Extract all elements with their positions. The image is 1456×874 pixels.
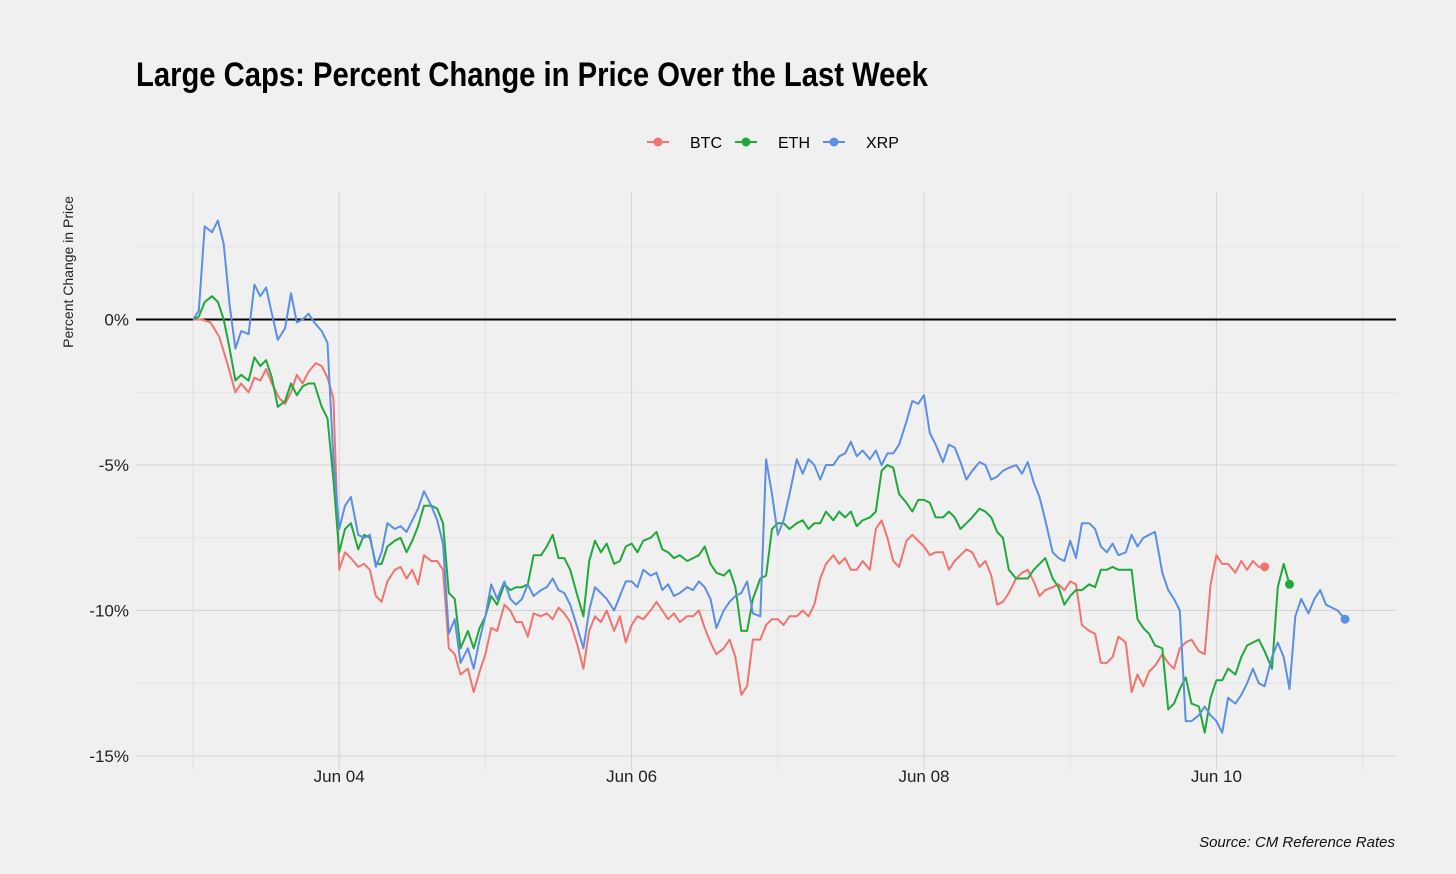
series-end-point-xrp: [1340, 614, 1350, 624]
legend-key-point-btc: [653, 137, 663, 147]
y-tick-label: -15%: [89, 747, 129, 766]
y-tick-label: 0%: [104, 311, 129, 330]
legend-label-eth: ETH: [778, 135, 810, 152]
x-tick-label: Jun 06: [606, 767, 657, 786]
x-axis-tick-labels: Jun 04 Jun 06 Jun 08 Jun 10: [314, 767, 1242, 786]
legend-key-point-eth: [741, 137, 751, 147]
series-lines: [192, 219, 1350, 734]
chart-title: Large Caps: Percent Change in Price Over…: [136, 55, 928, 94]
series-line-xrp: [192, 219, 1346, 734]
y-tick-label: -5%: [99, 456, 129, 475]
x-tick-label: Jun 04: [314, 767, 365, 786]
legend-key-point-xrp: [829, 137, 839, 147]
x-tick-label: Jun 08: [898, 767, 949, 786]
y-tick-label: -10%: [89, 602, 129, 621]
y-axis-label: Percent Change in Price: [60, 196, 76, 348]
legend-label-btc: BTC: [690, 135, 722, 152]
series-line-btc: [193, 318, 1265, 696]
legend: BTC ETH XRP: [647, 135, 899, 152]
source-caption: Source: CM Reference Rates: [1199, 834, 1395, 851]
y-axis-tick-labels: 0% -5% -10% -15%: [89, 311, 129, 767]
series-end-point-eth: [1285, 579, 1294, 589]
legend-label-xrp: XRP: [866, 135, 899, 152]
series-end-point-btc: [1260, 562, 1270, 572]
x-tick-label: Jun 10: [1191, 767, 1242, 786]
